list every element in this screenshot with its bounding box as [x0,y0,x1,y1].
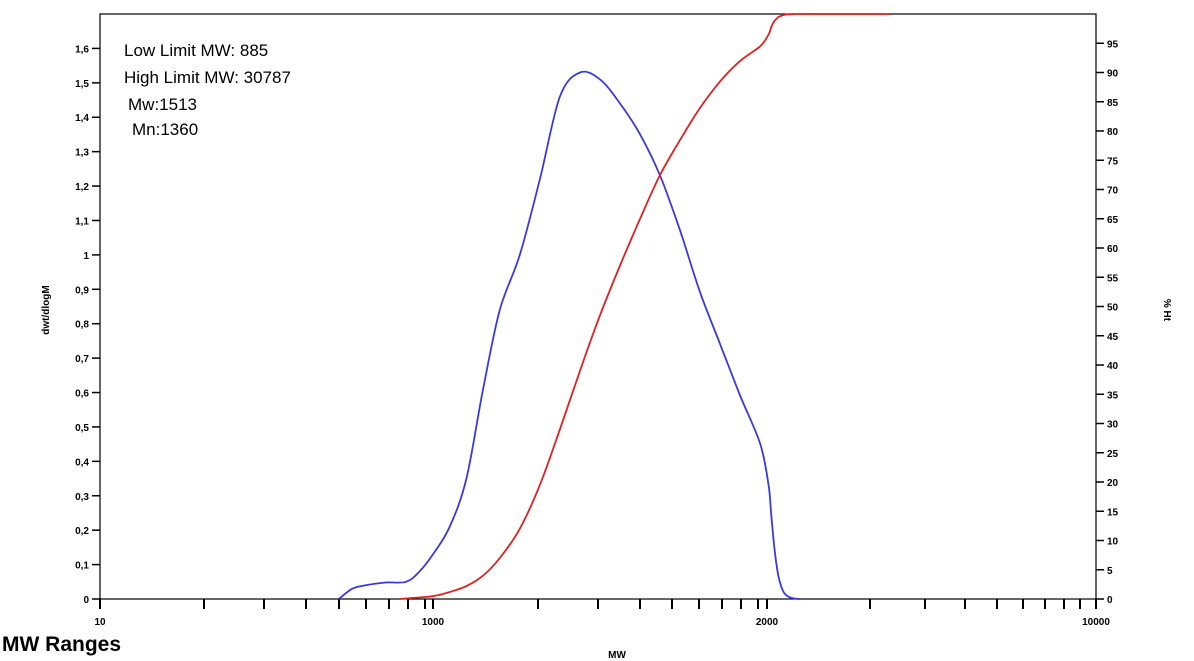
annotation-mw: Mw:1513 [128,95,197,114]
right-y-tick-label: 95 [1107,39,1119,50]
x-axis: 10 1000 2000 10000 [94,599,1110,628]
left-y-tick-label: 0,4 [75,457,89,468]
right-y-tick-label: 40 [1107,361,1119,372]
x-axis-title: MW [608,650,626,661]
left-y-tick-label: 1 [83,251,89,262]
right-y-tick-label: 10 [1107,537,1119,548]
section-title: MW Ranges [2,633,122,656]
left-y-tick-label: 0,8 [75,320,89,331]
distribution-curve [338,70,801,600]
right-y-tick-label: 20 [1107,478,1119,489]
left-y-tick-label: 0,1 [75,561,89,572]
annotation-mn: Mn:1360 [132,120,198,139]
left-y-tick-label: 1,1 [75,216,89,227]
left-y-tick-label: 1,3 [75,148,89,159]
x-tick-label: 1000 [422,617,445,628]
right-y-tick-label: 25 [1107,449,1119,460]
right-y-tick-label: 80 [1107,127,1119,138]
left-y-tick-label: 1,5 [75,79,89,90]
right-y-tick-label: 60 [1107,244,1119,255]
right-y-tick-label: 5 [1107,566,1113,577]
cumulative-curve [399,13,891,600]
x-tick-label: 10000 [1082,617,1110,628]
left-y-tick-label: 0,9 [75,285,89,296]
y2-axis-title: % Ht [1161,299,1172,322]
series-lines [338,13,891,600]
left-y-tick-label: 0,7 [75,354,89,365]
annotation-high-limit: High Limit MW: 30787 [124,68,291,87]
right-y-tick-label: 85 [1107,98,1119,109]
x-tick-label: 10 [94,617,106,628]
x-tick-label: 2000 [756,617,779,628]
left-y-tick-label: 1,6 [75,44,89,55]
annotation-low-limit: Low Limit MW: 885 [124,41,268,60]
left-y-tick-label: 1,4 [75,113,89,124]
right-y-tick-label: 0 [1107,595,1113,606]
left-y-tick-label: 0,2 [75,526,89,537]
right-y-tick-label: 55 [1107,273,1119,284]
y-axis-title: dwt/dlogM [41,285,52,334]
right-y-tick-label: 15 [1107,507,1119,518]
right-y-tick-label: 75 [1107,156,1119,167]
left-y-axis: 0 0,1 0,2 0,3 0,4 0,5 0,6 0,7 0,8 0,9 1 1,1 1,2 1,3 1,… [75,44,100,606]
right-y-axis: 0 5 10 15 20 25 30 35 40 45 50 55 60 65 70 75 80 85 90 95 [1096,39,1119,606]
left-y-tick-label: 0,3 [75,492,89,503]
left-y-tick-label: 0,5 [75,423,89,434]
right-y-tick-label: 30 [1107,420,1119,431]
left-y-tick-label: 1,2 [75,182,89,193]
right-y-tick-label: 45 [1107,332,1119,343]
left-y-tick-label: 0 [83,595,89,606]
left-y-tick-label: 0,6 [75,389,89,400]
right-y-tick-label: 70 [1107,186,1119,197]
plot-frame [99,13,1097,600]
annotations: Low Limit MW: 885 High Limit MW: 30787 M… [124,41,291,139]
right-y-tick-label: 35 [1107,390,1119,401]
right-y-tick-label: 90 [1107,69,1119,80]
right-y-tick-label: 65 [1107,215,1119,226]
right-y-tick-label: 50 [1107,303,1119,314]
